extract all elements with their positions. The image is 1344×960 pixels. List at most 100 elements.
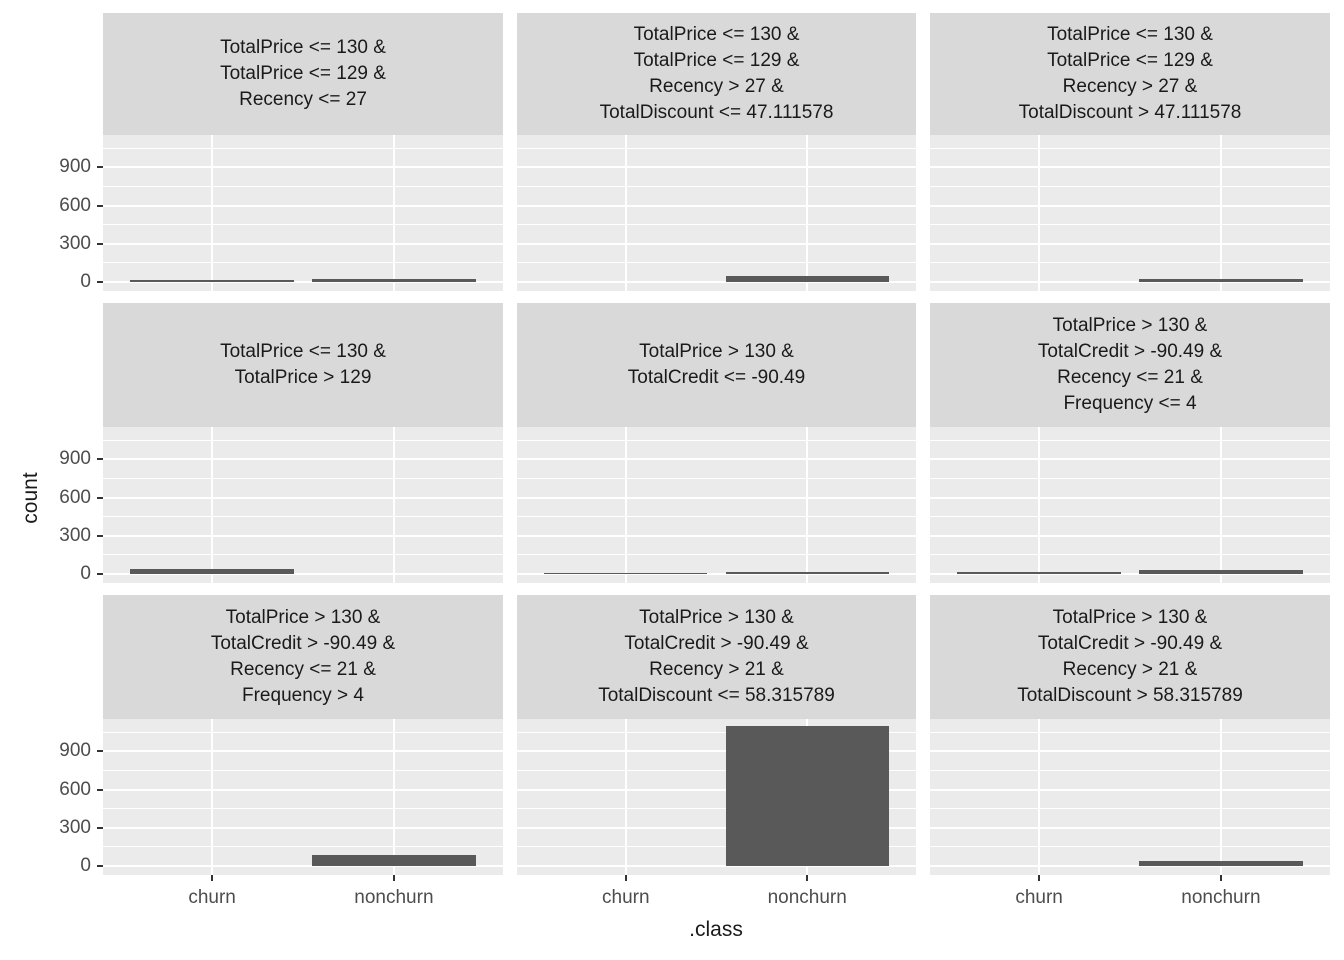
facet-strip-line: TotalPrice <= 130 & [220, 37, 386, 58]
facet-strip-line: Frequency <= 4 [1063, 393, 1197, 414]
bar-churn [130, 280, 294, 282]
bar-nonchurn [1139, 279, 1303, 282]
facet-strip-line: TotalDiscount > 47.111578 [1018, 102, 1242, 123]
y-tick-label: 900 [59, 448, 91, 470]
gridline-minor [930, 554, 1330, 556]
facet-strip-line: TotalPrice <= 129 & [1047, 50, 1213, 71]
facet-strip: TotalPrice <= 130 & TotalPrice <= 129 & Re… [930, 13, 1330, 135]
y-tick-label: 0 [80, 271, 91, 292]
gridline-vertical [392, 135, 395, 291]
y-tick-mark [97, 458, 103, 461]
gridline-minor [103, 516, 503, 518]
facet-strip-line: Recency > 27 & [1062, 76, 1198, 97]
facet-panel [103, 135, 503, 291]
gridline-vertical [211, 719, 214, 875]
x-tick-label: nonchurn [1181, 887, 1261, 908]
gridline-minor [517, 808, 916, 810]
gridline-major [517, 750, 916, 753]
gridline-minor [930, 731, 1330, 733]
y-tick-mark [97, 750, 103, 753]
facet-strip-line: TotalPrice > 130 & [1052, 607, 1208, 628]
gridline-major [930, 573, 1330, 575]
facet-strip-line: TotalPrice > 129 [234, 367, 372, 388]
gridline-major [930, 496, 1330, 499]
x-axis-title: .class [689, 918, 743, 941]
gridline-major [103, 458, 503, 461]
gridline-major [517, 534, 916, 537]
facet-strip-line: Recency > 21 & [1062, 659, 1198, 680]
y-tick-label: 300 [59, 524, 91, 546]
facet-strip: TotalPrice <= 130 & TotalPrice <= 129 & Re… [103, 13, 503, 135]
gridline-vertical [392, 719, 395, 875]
facet-strip-line: TotalPrice <= 130 & [633, 24, 800, 45]
bar-nonchurn [725, 572, 889, 574]
gridline-major [103, 865, 503, 867]
gridline-major [103, 750, 503, 753]
gridline-minor [103, 770, 503, 772]
gridline-minor [930, 516, 1330, 518]
gridline-major [517, 204, 916, 207]
facet-panel [930, 427, 1330, 583]
x-tick-label: nonchurn [354, 887, 434, 908]
gridline-minor [103, 224, 503, 226]
facet-strip-line: TotalCredit > -90.49 & [1037, 633, 1223, 654]
y-tick-mark [97, 166, 103, 169]
y-tick-mark [97, 281, 103, 283]
facet-strip-line: TotalPrice <= 130 & [1047, 24, 1213, 45]
bar-nonchurn [1139, 570, 1303, 574]
bar-churn [130, 568, 294, 574]
bar-nonchurn [725, 726, 889, 866]
gridline-minor [930, 186, 1330, 188]
gridline-minor [930, 770, 1330, 772]
gridline-major [103, 496, 503, 499]
bar-churn [957, 572, 1121, 574]
gridline-major [930, 204, 1330, 207]
gridline-minor [930, 808, 1330, 810]
facet-strip-line: TotalCredit > -90.49 & [210, 633, 396, 654]
bar-churn [544, 572, 708, 574]
facet-strip-line: TotalCredit <= -90.49 [627, 367, 806, 388]
gridline-minor [103, 439, 503, 441]
y-tick-label: 900 [59, 740, 91, 762]
facet-panel [103, 719, 503, 875]
gridline-major [930, 166, 1330, 169]
facet-panel [930, 135, 1330, 291]
gridline-major [103, 281, 503, 283]
facet-strip-line: TotalCredit > -90.49 & [624, 633, 809, 654]
gridline-minor [930, 262, 1330, 264]
gridline-vertical [806, 427, 809, 583]
facet-strip-line: TotalPrice > 130 & [639, 341, 794, 362]
gridline-minor [103, 731, 503, 733]
gridline-major [517, 281, 916, 283]
facet-strip-line: Recency <= 21 & [1057, 367, 1203, 388]
gridline-minor [103, 147, 503, 149]
gridline-major [517, 166, 916, 169]
y-tick-mark [97, 534, 103, 537]
x-tick-mark [1038, 875, 1041, 881]
y-tick-label: 600 [59, 194, 91, 216]
gridline-major [930, 242, 1330, 245]
y-tick-mark [97, 826, 103, 829]
gridline-vertical [624, 719, 627, 875]
gridline-vertical [211, 427, 214, 583]
gridline-major [930, 788, 1330, 791]
y-tick-label: 0 [80, 855, 91, 876]
x-tick-label: churn [188, 887, 236, 908]
y-tick-mark [97, 788, 103, 791]
facet-strip: TotalPrice > 130 & TotalCredit > -90.49 &… [930, 303, 1330, 427]
gridline-minor [103, 262, 503, 264]
gridline-major [103, 166, 503, 169]
facet-strip-line: TotalPrice <= 129 & [633, 50, 800, 71]
gridline-vertical [624, 135, 627, 291]
bar-nonchurn [1139, 860, 1303, 866]
x-tick-mark [806, 875, 809, 881]
facet-panel [517, 719, 916, 875]
gridline-minor [103, 478, 503, 480]
gridline-minor [517, 846, 916, 848]
gridline-minor [103, 808, 503, 810]
gridline-vertical [1219, 135, 1222, 291]
facet-panel [517, 427, 916, 583]
gridline-major [930, 750, 1330, 753]
facet-strip-line: TotalPrice <= 130 & [220, 341, 386, 362]
x-tick-mark [1219, 875, 1222, 881]
